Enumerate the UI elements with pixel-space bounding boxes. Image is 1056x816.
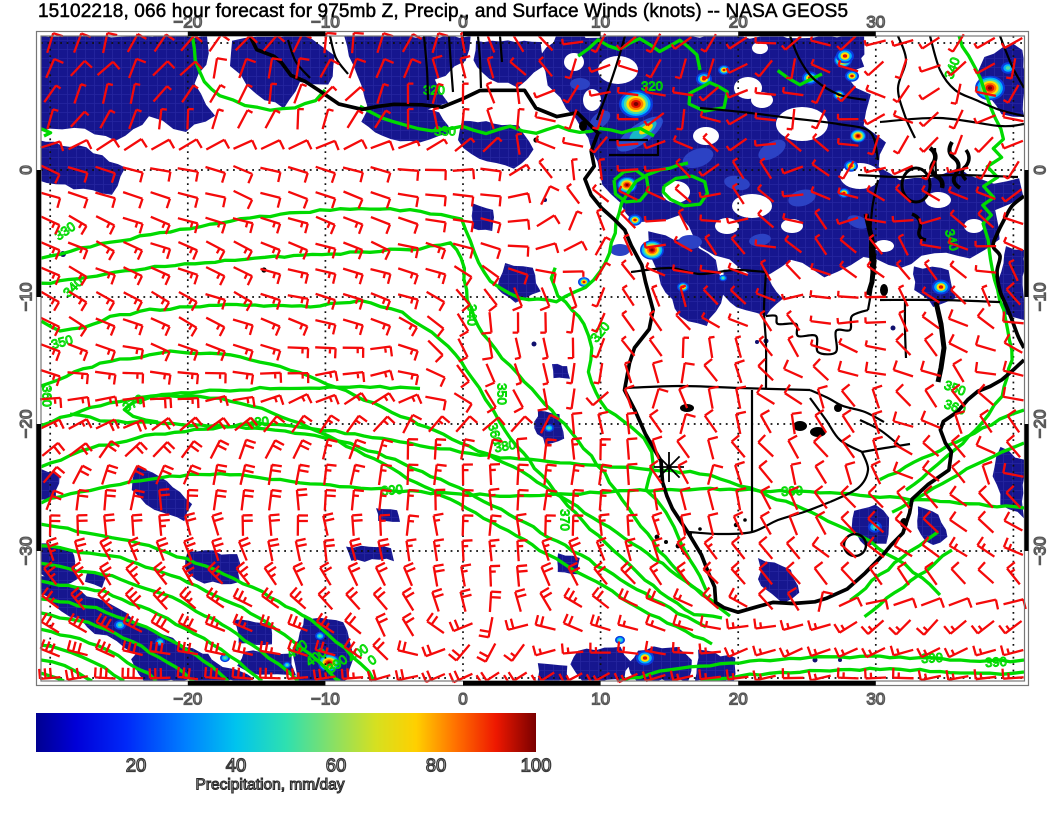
svg-text:100: 100 xyxy=(521,755,552,776)
svg-text:370: 370 xyxy=(558,509,573,531)
svg-text:−10: −10 xyxy=(311,690,340,709)
svg-text:10: 10 xyxy=(591,13,610,32)
svg-text:0: 0 xyxy=(458,13,467,32)
svg-text:10: 10 xyxy=(591,690,610,709)
svg-text:−30: −30 xyxy=(1031,537,1050,566)
svg-text:−10: −10 xyxy=(17,283,36,312)
svg-text:−30: −30 xyxy=(17,537,36,566)
svg-text:20: 20 xyxy=(126,755,147,776)
svg-text:15102218, 066 hour forecast fo: 15102218, 066 hour forecast for 975mb Z,… xyxy=(38,1,848,22)
svg-text:360: 360 xyxy=(40,385,55,407)
svg-text:60: 60 xyxy=(326,755,347,776)
svg-text:0: 0 xyxy=(458,690,467,709)
svg-text:−20: −20 xyxy=(173,13,202,32)
svg-text:−20: −20 xyxy=(17,410,36,439)
svg-text:−10: −10 xyxy=(1031,283,1050,312)
svg-text:−10: −10 xyxy=(311,13,340,32)
svg-text:340: 340 xyxy=(465,304,480,326)
svg-text:Precipitation, mm/day: Precipitation, mm/day xyxy=(195,777,344,794)
svg-text:0: 0 xyxy=(1031,165,1050,174)
svg-text:390: 390 xyxy=(381,482,404,499)
svg-text:350: 350 xyxy=(50,332,75,352)
svg-text:80: 80 xyxy=(426,755,447,776)
svg-text:390: 390 xyxy=(985,654,1007,670)
svg-text:−20: −20 xyxy=(173,690,202,709)
svg-text:−20: −20 xyxy=(1031,410,1050,439)
svg-text:20: 20 xyxy=(729,13,748,32)
svg-text:0: 0 xyxy=(17,165,36,174)
svg-text:350: 350 xyxy=(495,383,510,405)
svg-text:320: 320 xyxy=(641,79,663,94)
svg-text:20: 20 xyxy=(729,690,748,709)
svg-text:30: 30 xyxy=(866,13,885,32)
svg-text:30: 30 xyxy=(866,690,885,709)
svg-text:330: 330 xyxy=(434,124,456,139)
svg-text:40: 40 xyxy=(226,755,247,776)
